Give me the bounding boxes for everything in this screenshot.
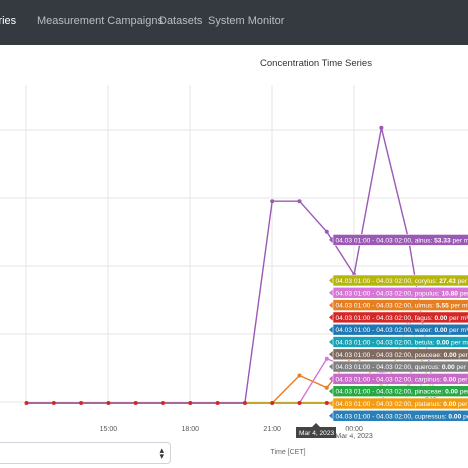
x-axis-label: Time [CET] bbox=[270, 449, 305, 456]
nav-item-series[interactable]: Series bbox=[0, 15, 17, 27]
hover-tooltips: 04.03 01:00 - 04.03 02:00, alnus: 53.33 … bbox=[329, 234, 468, 422]
svg-text:04.03 01:00 - 04.03 02:00, pop: 04.03 01:00 - 04.03 02:00, populus: 10.8… bbox=[336, 290, 468, 297]
data-point-fagus[interactable] bbox=[79, 401, 84, 405]
tooltip-corylus: 04.03 01:00 - 04.03 02:00, corylus: 27.4… bbox=[329, 274, 468, 287]
top-navbar: Series Measurement Campaigns Datasets Sy… bbox=[0, 0, 468, 45]
svg-text:04.03 01:00 - 04.03 02:00, aln: 04.03 01:00 - 04.03 02:00, alnus: 53.33 … bbox=[336, 237, 468, 244]
data-point-fagus[interactable] bbox=[161, 401, 165, 405]
tooltip-ulmus: 04.03 01:00 - 04.03 02:00, ulmus: 5.55 p… bbox=[329, 299, 468, 311]
nav-item-system-monitor[interactable]: System Monitor bbox=[208, 15, 285, 27]
svg-text:04.03 01:00 - 04.03 02:00, fag: 04.03 01:00 - 04.03 02:00, fagus: 0.00 p… bbox=[336, 315, 468, 322]
data-point-fagus[interactable] bbox=[242, 401, 247, 405]
concentration-chart[interactable]: Concentration Time Series 15:00 18:00 21:0… bbox=[0, 45, 468, 468]
data-point-fagus[interactable] bbox=[297, 401, 302, 405]
updown-chevron-icon: ▴ ▾ bbox=[159, 445, 164, 461]
data-point-fagus[interactable] bbox=[133, 401, 138, 405]
svg-text:04.03 01:00 - 04.03 02:00, pin: 04.03 01:00 - 04.03 02:00, pinaceae: 0.0… bbox=[336, 389, 468, 396]
nav-item-measurement-campaigns[interactable]: Measurement Campaigns bbox=[37, 15, 163, 27]
data-point-ulmus[interactable] bbox=[297, 373, 302, 378]
x-tick-label: 21:00 bbox=[263, 426, 281, 433]
data-point-alnus[interactable] bbox=[324, 229, 329, 234]
tooltip-poaceae: 04.03 01:00 - 04.03 02:00, poaceae: 0.00… bbox=[329, 348, 468, 361]
data-point-ulmus[interactable] bbox=[324, 385, 329, 390]
tooltip-cupressus: 04.03 01:00 - 04.03 02:00, cupressus: 0.… bbox=[329, 409, 468, 422]
data-point-fagus[interactable] bbox=[51, 401, 56, 405]
chart-title: Concentration Time Series bbox=[260, 58, 372, 69]
tooltip-water: 04.03 01:00 - 04.03 02:00, water: 0.00 p… bbox=[329, 323, 468, 336]
tooltip-betula: 04.03 01:00 - 04.03 02:00, betula: 0.00 … bbox=[329, 336, 468, 348]
data-point-populus[interactable] bbox=[324, 356, 329, 361]
svg-text:04.03 01:00 - 04.03 02:00, car: 04.03 01:00 - 04.03 02:00, carpinus: 0.0… bbox=[336, 376, 468, 383]
data-point-fagus[interactable] bbox=[106, 401, 111, 405]
data-point-fagus[interactable] bbox=[188, 401, 193, 405]
tooltip-pinaceae: 04.03 01:00 - 04.03 02:00, pinaceae: 0.0… bbox=[329, 385, 468, 398]
x-tick-label: 18:00 bbox=[182, 426, 200, 433]
series-select[interactable]: ▴ ▾ bbox=[0, 442, 171, 464]
svg-text:04.03 01:00 - 04.03 02:00, cor: 04.03 01:00 - 04.03 02:00, corylus: 27.4… bbox=[336, 278, 468, 285]
tooltip-carpinus: 04.03 01:00 - 04.03 02:00, carpinus: 0.0… bbox=[329, 373, 468, 385]
tooltip-platanus: 04.03 01:00 - 04.03 02:00, platanus: 0.0… bbox=[329, 397, 468, 410]
svg-text:04.03 01:00 - 04.03 02:00, wat: 04.03 01:00 - 04.03 02:00, water: 0.00 p… bbox=[336, 327, 468, 334]
data-point-fagus[interactable] bbox=[270, 401, 275, 405]
data-point-alnus[interactable] bbox=[270, 199, 275, 204]
data-point-fagus[interactable] bbox=[215, 401, 220, 405]
data-point-alnus[interactable] bbox=[379, 125, 384, 130]
tooltip-alnus: 04.03 01:00 - 04.03 02:00, alnus: 53.33 … bbox=[329, 234, 468, 246]
nav-item-datasets[interactable]: Datasets bbox=[159, 15, 203, 27]
svg-text:04.03 01:00 - 04.03 02:00, poa: 04.03 01:00 - 04.03 02:00, poaceae: 0.00… bbox=[336, 352, 468, 359]
x-hover-label-bg bbox=[296, 427, 336, 438]
svg-text:04.03 01:00 - 04.03 02:00, cup: 04.03 01:00 - 04.03 02:00, cupressus: 0.… bbox=[336, 413, 468, 420]
svg-text:04.03 01:00 - 04.03 02:00, que: 04.03 01:00 - 04.03 02:00, quercus: 0.00… bbox=[336, 364, 468, 371]
tooltip-populus: 04.03 01:00 - 04.03 02:00, populus: 10.8… bbox=[329, 287, 468, 299]
data-point-fagus[interactable] bbox=[324, 401, 329, 405]
x-tick-label: 15:00 bbox=[100, 426, 118, 433]
svg-text:04.03 01:00 - 04.03 02:00, pla: 04.03 01:00 - 04.03 02:00, platanus: 0.0… bbox=[336, 401, 468, 408]
data-point-alnus[interactable] bbox=[297, 199, 302, 204]
svg-text:04.03 01:00 - 04.03 02:00, bet: 04.03 01:00 - 04.03 02:00, betula: 0.00 … bbox=[336, 340, 468, 347]
x-tick-label: Mar 4, 2023 bbox=[335, 433, 372, 440]
x-hover-label: Mar 4, 2023 01:00 bbox=[299, 430, 353, 437]
tooltip-quercus: 04.03 01:00 - 04.03 02:00, quercus: 0.00… bbox=[329, 360, 468, 373]
x-hover-label-group: Mar 4, 2023 01:00 bbox=[296, 423, 353, 438]
tooltip-fagus: 04.03 01:00 - 04.03 02:00, fagus: 0.00 p… bbox=[329, 311, 468, 324]
x-tick-label: 00:00 bbox=[345, 426, 363, 433]
svg-text:04.03 01:00 - 04.03 02:00, ulm: 04.03 01:00 - 04.03 02:00, ulmus: 5.55 p… bbox=[336, 303, 468, 310]
data-point-fagus[interactable] bbox=[24, 401, 29, 405]
